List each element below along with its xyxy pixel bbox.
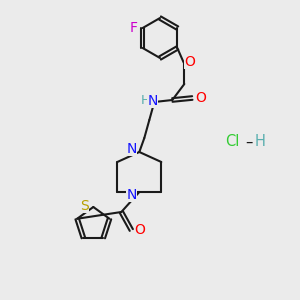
Text: O: O [134, 223, 145, 237]
Text: Cl: Cl [225, 134, 239, 149]
Text: F: F [130, 21, 138, 35]
Text: S: S [80, 199, 89, 213]
Text: N: N [126, 142, 136, 156]
Text: N: N [126, 188, 136, 202]
Text: H: H [255, 134, 266, 149]
Text: O: O [195, 91, 206, 105]
Text: N: N [147, 94, 158, 108]
Text: O: O [184, 55, 195, 69]
Text: –: – [245, 134, 253, 149]
Text: H: H [140, 94, 150, 107]
